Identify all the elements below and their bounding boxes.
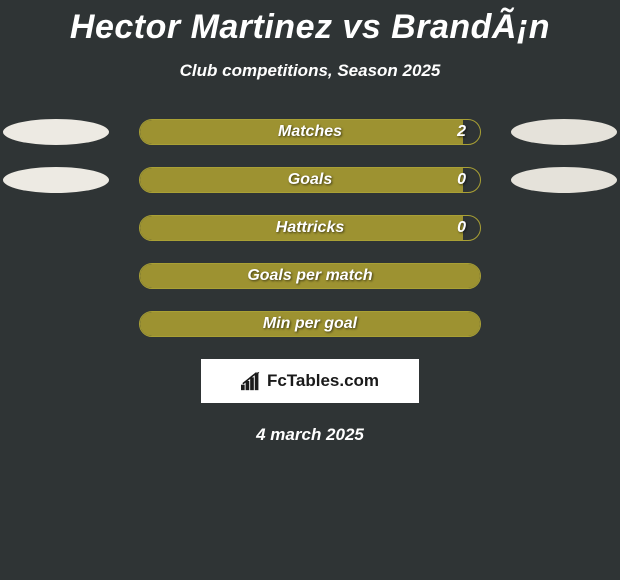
stat-value: 2 bbox=[457, 123, 466, 141]
stat-bar-wrapper: Matches 2 bbox=[139, 119, 481, 145]
stat-row: Matches 2 bbox=[0, 119, 620, 145]
stat-label: Goals bbox=[288, 171, 332, 189]
stat-bar: Goals per match bbox=[139, 263, 481, 289]
logo-text: FcTables.com bbox=[267, 371, 379, 391]
chart-container: Hector Martinez vs BrandÃ¡n Club competi… bbox=[0, 0, 620, 445]
stat-bar: Matches 2 bbox=[139, 119, 481, 145]
chart-subtitle: Club competitions, Season 2025 bbox=[0, 61, 620, 81]
stat-bar-wrapper: Goals per match bbox=[139, 263, 481, 289]
spacer bbox=[3, 215, 109, 241]
spacer bbox=[3, 311, 109, 337]
player-right-marker bbox=[511, 167, 617, 193]
stat-label: Hattricks bbox=[276, 219, 344, 237]
stat-row: Hattricks 0 bbox=[0, 215, 620, 241]
chart-title: Hector Martinez vs BrandÃ¡n bbox=[0, 8, 620, 47]
stat-label: Min per goal bbox=[263, 315, 357, 333]
spacer bbox=[511, 311, 617, 337]
stat-bar: Hattricks 0 bbox=[139, 215, 481, 241]
logo-box[interactable]: FcTables.com bbox=[201, 359, 419, 403]
stat-row: Goals per match bbox=[0, 263, 620, 289]
stat-label: Goals per match bbox=[247, 267, 372, 285]
logo-content: FcTables.com bbox=[241, 371, 379, 391]
player-left-marker bbox=[3, 119, 109, 145]
chart-bars-icon bbox=[241, 371, 263, 391]
player-right-marker bbox=[511, 119, 617, 145]
stat-row: Min per goal bbox=[0, 311, 620, 337]
stat-bar: Goals 0 bbox=[139, 167, 481, 193]
rows-host: Matches 2 Goals 0 Hattricks 0 Goals per match M… bbox=[0, 119, 620, 337]
stat-value: 0 bbox=[457, 171, 466, 189]
stat-bar-wrapper: Goals 0 bbox=[139, 167, 481, 193]
spacer bbox=[3, 263, 109, 289]
spacer bbox=[511, 215, 617, 241]
stat-bar-wrapper: Hattricks 0 bbox=[139, 215, 481, 241]
chart-date: 4 march 2025 bbox=[0, 425, 620, 445]
stat-bar-wrapper: Min per goal bbox=[139, 311, 481, 337]
stat-label: Matches bbox=[278, 123, 342, 141]
stat-bar: Min per goal bbox=[139, 311, 481, 337]
player-left-marker bbox=[3, 167, 109, 193]
stat-value: 0 bbox=[457, 219, 466, 237]
stat-row: Goals 0 bbox=[0, 167, 620, 193]
spacer bbox=[511, 263, 617, 289]
